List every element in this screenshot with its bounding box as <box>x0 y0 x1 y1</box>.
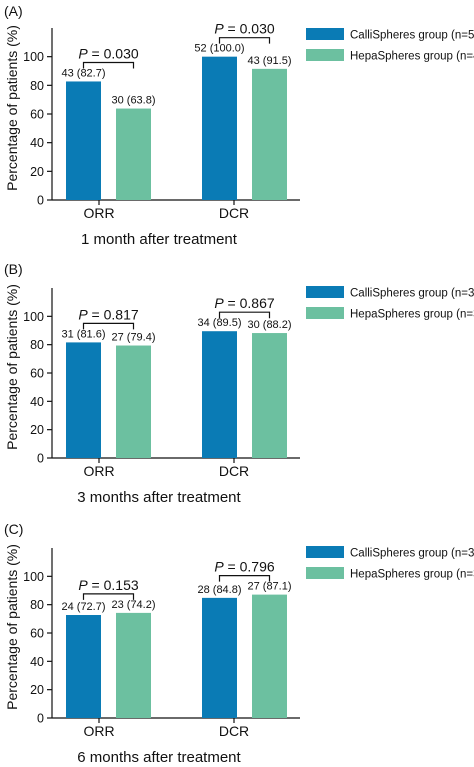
bar-dcr-series-2 <box>252 594 287 718</box>
p-symbol: P <box>214 559 224 575</box>
x-tick-label: DCR <box>219 723 249 739</box>
p-value-label: P = 0.796 <box>214 559 275 575</box>
y-tick-label: 100 <box>23 570 44 584</box>
p-value-label: P = 0.030 <box>78 45 139 61</box>
p-symbol: P <box>78 306 88 322</box>
bar-orr-series-2 <box>116 612 151 718</box>
p-value-label: P = 0.030 <box>214 21 275 37</box>
data-label: 27 (79.4) <box>111 332 155 344</box>
p-value: = 0.817 <box>88 306 139 322</box>
y-tick-label: 60 <box>30 367 44 381</box>
legend-entry: CalliSpheres group (n=52) <box>350 30 474 42</box>
x-tick-label: ORR <box>83 463 114 479</box>
legend-entry: HepaSpheres group (n=34) <box>350 309 474 321</box>
p-value: = 0.867 <box>224 295 275 311</box>
data-label: 31 (81.6) <box>61 328 105 340</box>
data-label: 28 (84.8) <box>197 584 241 596</box>
y-tick-label: 20 <box>30 165 44 179</box>
bar-orr-series-1 <box>66 615 101 718</box>
bar-orr-series-1 <box>66 342 101 458</box>
bar-dcr-series-1 <box>202 597 237 718</box>
y-axis-label: Percentage of patients (%) <box>4 284 20 450</box>
x-tick-label: ORR <box>83 723 114 739</box>
bar-orr-series-1 <box>66 81 101 200</box>
panel-label: (A) <box>4 3 23 19</box>
p-value: = 0.796 <box>224 559 275 575</box>
legend-entry: CalliSpheres group (n=33) <box>350 548 474 560</box>
y-tick-label: 80 <box>30 79 44 93</box>
y-tick-label: 40 <box>30 655 44 669</box>
y-tick-label: 80 <box>30 598 44 612</box>
bar-dcr-series-2 <box>252 333 287 458</box>
significance-bracket <box>218 311 271 319</box>
panel-label: (C) <box>4 521 23 537</box>
legend-swatch-series-2 <box>306 567 344 579</box>
panel-label: (B) <box>4 261 23 277</box>
data-label: 24 (72.7) <box>61 601 105 613</box>
significance-bracket <box>218 575 271 582</box>
x-tick-label: DCR <box>219 205 249 221</box>
p-symbol: P <box>214 21 224 37</box>
x-axis-label: 3 months after treatment <box>77 489 241 506</box>
p-value: = 0.030 <box>88 45 139 61</box>
data-label: 43 (82.7) <box>61 67 105 79</box>
x-axis-label: 6 months after treatment <box>77 749 241 766</box>
data-label: 34 (89.5) <box>197 317 241 329</box>
y-axis-label: Percentage of patients (%) <box>4 544 20 710</box>
p-value: = 0.030 <box>224 21 275 37</box>
y-tick-label: 100 <box>23 50 44 64</box>
p-value: = 0.153 <box>88 577 139 593</box>
y-tick-label: 60 <box>30 108 44 122</box>
bar-orr-series-2 <box>116 345 151 458</box>
p-symbol: P <box>214 295 224 311</box>
legend-swatch-series-1 <box>306 546 344 558</box>
data-label: 52 (100.0) <box>194 43 244 55</box>
y-tick-label: 60 <box>30 627 44 641</box>
legend-swatch-series-1 <box>306 28 344 40</box>
y-tick-label: 20 <box>30 423 44 437</box>
legend-entry: HepaSpheres group (n=47) <box>350 51 474 63</box>
data-label: 30 (63.8) <box>111 95 155 107</box>
y-tick-label: 100 <box>23 310 44 324</box>
data-label: 30 (88.2) <box>247 319 291 331</box>
y-tick-label: 0 <box>37 712 44 726</box>
y-tick-label: 40 <box>30 136 44 150</box>
significance-bracket <box>82 593 135 600</box>
p-symbol: P <box>78 45 88 61</box>
y-tick-label: 40 <box>30 395 44 409</box>
legend-entry: HepaSpheres group (n=31) <box>350 569 474 581</box>
x-tick-label: ORR <box>83 205 114 221</box>
legend-entry: CalliSpheres group (n=38) <box>350 288 474 300</box>
bar-orr-series-2 <box>116 108 151 200</box>
legend-swatch-series-2 <box>306 49 344 61</box>
y-tick-label: 80 <box>30 338 44 352</box>
significance-bracket <box>82 322 135 330</box>
p-value-label: P = 0.817 <box>78 306 139 322</box>
significance-bracket <box>82 61 135 69</box>
p-symbol: P <box>78 577 88 593</box>
bar-dcr-series-2 <box>252 68 287 200</box>
data-label: 23 (74.2) <box>111 599 155 611</box>
y-tick-label: 20 <box>30 683 44 697</box>
p-value-label: P = 0.153 <box>78 577 139 593</box>
significance-bracket <box>218 37 271 44</box>
bar-dcr-series-1 <box>202 331 237 458</box>
data-label: 43 (91.5) <box>247 55 291 67</box>
y-tick-label: 0 <box>37 194 44 208</box>
legend-swatch-series-1 <box>306 286 344 298</box>
y-axis-label: Percentage of patients (%) <box>4 25 20 191</box>
bar-dcr-series-1 <box>202 56 237 200</box>
data-label: 27 (87.1) <box>247 581 291 593</box>
x-tick-label: DCR <box>219 463 249 479</box>
p-value-label: P = 0.867 <box>214 295 275 311</box>
legend-swatch-series-2 <box>306 307 344 319</box>
x-axis-label: 1 month after treatment <box>81 231 238 248</box>
y-tick-label: 0 <box>37 452 44 466</box>
